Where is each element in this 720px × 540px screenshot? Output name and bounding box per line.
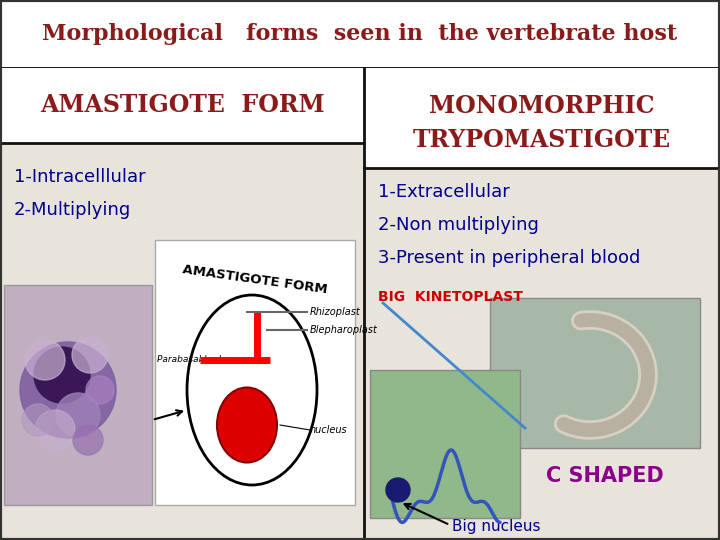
Bar [0, 68, 364, 143]
Text: TRYPOMASTIGOTE: TRYPOMASTIGOTE [413, 128, 671, 152]
Circle shape [20, 342, 116, 438]
Bar [155, 240, 355, 505]
Circle shape [86, 376, 114, 404]
Text: 2-Non multiplying: 2-Non multiplying [378, 216, 539, 234]
Ellipse shape [187, 295, 317, 485]
Text: 1-Extracellular: 1-Extracellular [378, 183, 510, 201]
Bar [490, 298, 700, 448]
Bar [364, 68, 720, 168]
Circle shape [25, 340, 65, 380]
Bar [0, 0, 720, 68]
Text: BIG  KINETOPLAST: BIG KINETOPLAST [378, 290, 523, 304]
Text: Morphological   forms  seen in  the vertebrate host: Morphological forms seen in the vertebra… [42, 23, 678, 45]
Text: 3-Present in peripheral blood: 3-Present in peripheral blood [378, 249, 640, 267]
Text: MONOMORPHIC: MONOMORPHIC [429, 94, 654, 118]
Circle shape [56, 393, 100, 437]
Bar [364, 168, 720, 540]
Text: nucleus: nucleus [310, 425, 348, 435]
Circle shape [34, 347, 90, 403]
Text: Big nucleus: Big nucleus [452, 519, 541, 535]
Circle shape [72, 337, 108, 373]
Circle shape [386, 478, 410, 502]
Circle shape [22, 404, 54, 436]
Bar [4, 285, 152, 505]
Text: 2-Multiplying: 2-Multiplying [14, 201, 131, 219]
Bar [370, 370, 520, 518]
Text: AMASTIGOTE FORM: AMASTIGOTE FORM [181, 264, 328, 296]
Bar [0, 143, 364, 540]
Circle shape [35, 410, 75, 450]
Text: C SHAPED: C SHAPED [546, 466, 664, 486]
Text: Blepharoplast: Blepharoplast [310, 325, 378, 335]
Ellipse shape [217, 388, 277, 462]
Text: 1-Intracelllular: 1-Intracelllular [14, 168, 145, 186]
Text: AMASTIGOTE  FORM: AMASTIGOTE FORM [40, 93, 324, 117]
Text: Rhizoplast: Rhizoplast [310, 307, 361, 317]
Text: Parabasal body: Parabasal body [157, 355, 226, 364]
Circle shape [73, 425, 103, 455]
